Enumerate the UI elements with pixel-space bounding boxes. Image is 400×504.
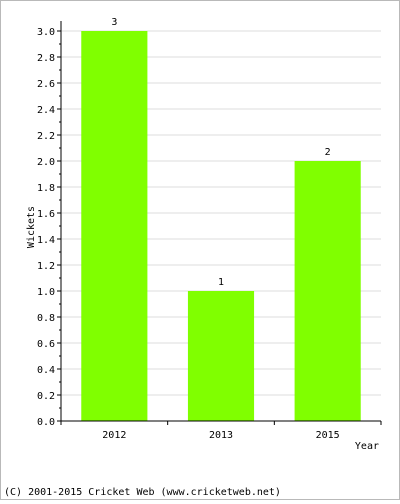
y-tick-label: 1.4 — [37, 235, 55, 246]
y-tick-label: 0.8 — [37, 313, 55, 324]
y-tick-label: 1.2 — [37, 261, 55, 272]
x-tick-label: 2015 — [316, 430, 340, 441]
y-tick-label: 0.4 — [37, 365, 55, 376]
y-tick-labels: 0.0 0.2 0.4 0.6 0.8 1.0 1.2 1.4 1.6 1.8 2.0 2.2 2.4 2… — [37, 27, 55, 428]
bar-2012 — [81, 31, 148, 421]
y-tick-label: 1.8 — [37, 183, 55, 194]
x-tick-label: 2013 — [209, 430, 233, 441]
y-tick-label: 2.8 — [37, 53, 55, 64]
x-tick-label: 2012 — [102, 430, 126, 441]
data-labels: 3 1 2 — [111, 17, 330, 288]
y-tick-label: 1.6 — [37, 209, 55, 220]
y-tick-label: 0.0 — [37, 417, 55, 428]
bar-2015 — [294, 161, 361, 421]
bar-2013 — [187, 291, 255, 421]
y-tick-label: 0.2 — [37, 391, 55, 402]
x-tick-labels: 2012 2013 2015 — [102, 430, 339, 441]
y-tick-label: 2.0 — [37, 157, 55, 168]
y-tick-label: 1.0 — [37, 287, 55, 298]
y-tick-label: 2.6 — [37, 79, 55, 90]
y-axis-label: Wickets — [26, 206, 37, 248]
y-tick-label: 2.4 — [37, 105, 55, 116]
y-tick-label: 2.2 — [37, 131, 55, 142]
bars — [81, 31, 361, 421]
y-tick-label: 0.6 — [37, 339, 55, 350]
y-tick-label: 3.0 — [37, 27, 55, 38]
axes — [57, 21, 382, 425]
copyright-footer: (C) 2001-2015 Cricket Web (www.cricketwe… — [4, 487, 281, 498]
data-label: 3 — [111, 17, 117, 28]
data-label: 1 — [218, 277, 224, 288]
data-label: 2 — [325, 147, 331, 158]
x-axis-label: Year — [355, 441, 379, 452]
